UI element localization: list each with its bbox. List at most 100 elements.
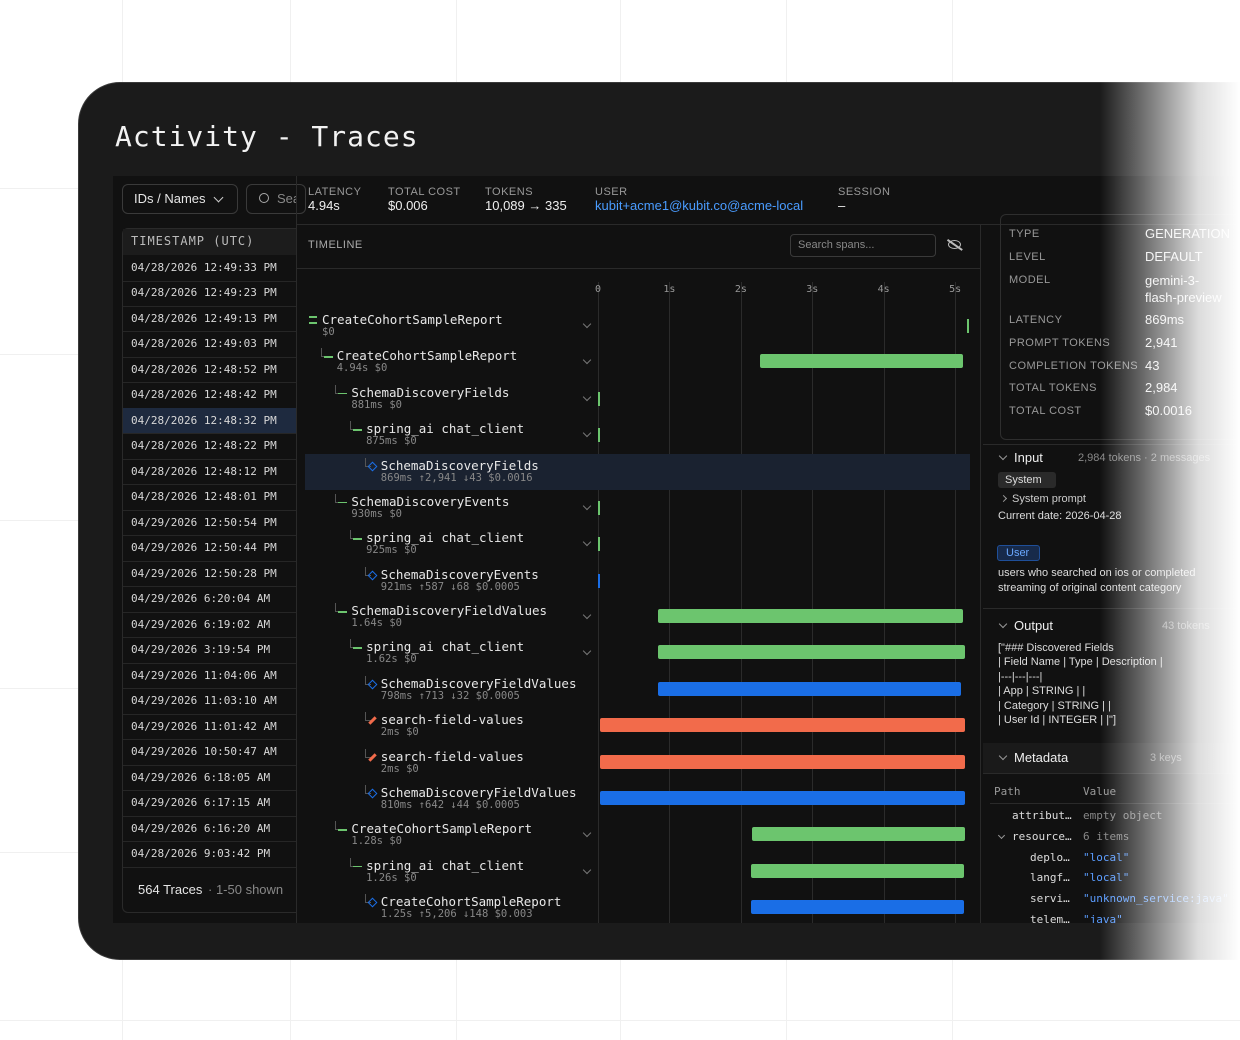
row-divider [123,688,296,690]
row-chevron[interactable] [582,610,592,620]
prompt-chevron[interactable] [999,494,1008,503]
section-title: Output [1014,618,1054,633]
tree-connector [364,784,371,794]
span-bar [657,681,961,696]
span-name[interactable]: SchemaDiscoveryFields [380,457,539,473]
row-chevron[interactable] [582,392,592,401]
row-chevron[interactable] [582,865,592,874]
span-name[interactable]: SchemaDiscoveryFieldValues [351,603,548,618]
span-name[interactable]: SchemaDiscoveryEvents [380,566,539,582]
span-name[interactable]: spring_ai chat_client [366,421,525,437]
span-name[interactable]: spring_ai chat_client [366,857,525,873]
x-tick-label: 1s [663,284,676,295]
row-chevron[interactable] [582,319,592,329]
search-icon [259,193,269,203]
meta-path: langf… [1030,871,1070,885]
span-name[interactable]: spring_ai chat_client [366,639,525,655]
trace-row[interactable]: 04/28/2026 12:48:42 PM [131,388,277,402]
divider [296,176,297,923]
span-name[interactable]: SchemaDiscoveryFields [351,384,510,400]
field-label: TYPE [1009,228,1040,240]
x-tick-label: 2s [734,284,747,295]
row-divider [123,662,296,664]
trace-row[interactable]: 04/28/2026 12:49:03 PM [131,337,277,351]
span-name[interactable]: CreateCohortSampleReport [322,312,503,327]
meta-path: attribut… [1012,809,1072,822]
row-divider [123,866,296,868]
list-header-bg [123,229,296,255]
span-icon [353,429,363,431]
span-name[interactable]: search-field-values [380,748,524,764]
row-chevron[interactable] [582,829,592,838]
span-name[interactable]: SchemaDiscoveryFieldValues [380,784,577,800]
span-name[interactable]: search-field-values [380,712,524,728]
row-divider [123,713,296,715]
trace-row[interactable]: 04/29/2026 11:03:10 AM [131,694,277,708]
x-tick-label: 3s [806,284,819,295]
trace-row[interactable]: 04/28/2026 12:48:22 PM [131,439,277,453]
trace-row[interactable]: 04/29/2026 3:19:54 PM [131,643,271,657]
filter-button[interactable] [122,184,238,214]
span-bar [600,754,966,769]
trace-row[interactable]: 04/28/2026 12:49:13 PM [131,311,277,325]
row-divider [123,739,296,741]
stat-label: USER [595,186,628,198]
trace-row[interactable]: 04/29/2026 6:18:05 AM [131,770,271,784]
eye-icon[interactable] [948,240,961,249]
span-name[interactable]: CreateCohortSampleReport [336,348,518,364]
span-bar [600,790,966,805]
row-chevron[interactable] [582,538,592,547]
span-name[interactable]: CreateCohortSampleReport [380,894,562,909]
trace-count: 564 Traces [138,882,203,897]
section-chevron[interactable] [998,451,1008,461]
section-chevron[interactable] [998,619,1008,629]
span-icon [338,392,348,395]
span-meta: 921ms ↑587 ↓68 $0.0005 [380,580,520,593]
span-meta: 881ms $0 [351,398,402,411]
trace-row[interactable]: 04/28/2026 9:03:42 PM [131,847,271,861]
row-chevron[interactable] [582,647,592,656]
trace-row[interactable]: 04/29/2026 6:20:04 AM [131,592,271,606]
span-search[interactable] [790,234,936,257]
trace-row[interactable]: 04/28/2026 12:48:12 PM [131,464,277,478]
span-name[interactable]: SchemaDiscoveryEvents [351,493,510,509]
span-meta: 798ms ↑713 ↓32 $0.0005 [380,689,520,702]
trace-row[interactable]: 04/29/2026 6:17:15 AM [131,796,271,810]
trace-row[interactable]: 04/28/2026 12:49:33 PM [131,261,277,274]
trace-row[interactable]: 04/28/2026 12:48:32 PM [131,413,277,427]
search-box[interactable] [246,184,306,214]
row-chevron[interactable] [582,501,592,511]
trace-row[interactable]: 04/28/2026 12:49:23 PM [131,286,277,300]
meta-path: telem… [1030,913,1070,923]
meta-path: servi… [1030,892,1070,906]
row-chevron[interactable] [997,831,1006,839]
grid-line [598,282,599,923]
span-name[interactable]: spring_ai chat_client [366,530,525,546]
span-name[interactable]: SchemaDiscoveryFieldValues [380,675,577,691]
trace-row[interactable]: 04/29/2026 6:19:02 AM [131,617,271,631]
trace-row[interactable]: 04/29/2026 11:01:42 AM [131,719,277,733]
section-title: Metadata [1014,750,1069,765]
row-chevron[interactable] [582,428,592,438]
trace-row[interactable]: 04/28/2026 12:48:01 PM [131,490,277,504]
span-bar [760,354,963,369]
span-bar [750,863,965,878]
trace-row[interactable]: 04/29/2026 6:16:20 AM [131,821,271,835]
row-divider [123,841,296,843]
trace-row[interactable]: 04/28/2026 12:48:52 PM [131,362,277,376]
trace-row[interactable]: 04/29/2026 12:50:44 PM [131,541,277,555]
span-name[interactable]: CreateCohortSampleReport [351,821,533,837]
span-meta: 4.94s $0 [336,362,388,375]
trace-row[interactable]: 04/29/2026 12:50:28 PM [131,566,277,580]
trace-row[interactable]: 04/29/2026 12:50:54 PM [131,515,277,529]
stat-label: TOKENS [485,186,534,198]
row-divider [123,560,296,562]
row-divider [123,331,296,333]
span-meta: 930ms $0 [351,507,402,520]
list-panel [122,228,296,913]
trace-row[interactable]: 04/29/2026 10:50:47 AM [131,745,277,759]
app-panel: IDs / Names Search TIMESTAMP (UTC) 04/28/20… [113,176,1240,923]
trace-row[interactable]: 04/29/2026 11:04:06 AM [131,668,277,682]
row-chevron[interactable] [582,356,592,365]
output-line: | Category | STRING | | [998,699,1111,712]
